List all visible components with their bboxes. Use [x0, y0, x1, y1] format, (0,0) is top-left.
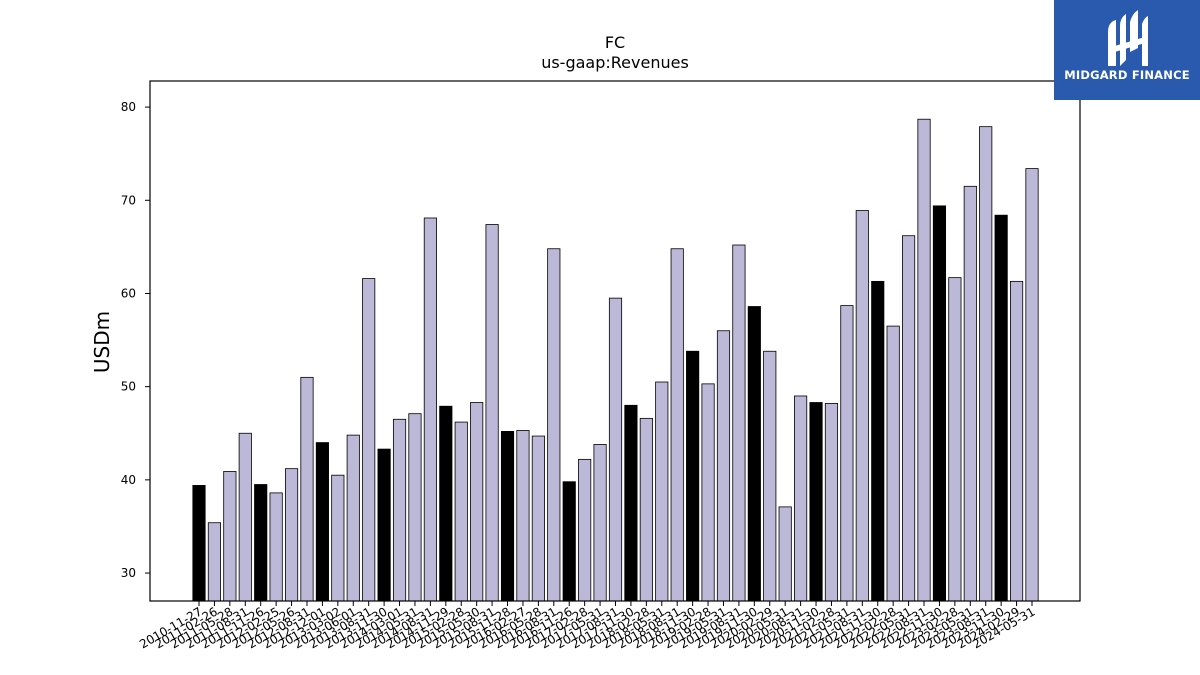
- bar-2014-11-29: [439, 405, 453, 602]
- bar-2018-05-31: [655, 381, 669, 602]
- bar-2021-11-30: [871, 280, 885, 602]
- bar-2016-11-26: [562, 481, 576, 602]
- bar-2019-08-31: [732, 244, 746, 602]
- chart-title: FC: [605, 33, 625, 52]
- y-axis-label: USDm: [90, 311, 114, 373]
- bar-2017-11-30: [624, 404, 638, 602]
- bar-2011-11-26: [254, 484, 268, 602]
- bar-2022-08-31: [917, 118, 931, 602]
- bar-2010-11-27: [192, 485, 206, 602]
- bar-2021-02-28: [824, 403, 839, 602]
- bar-2015-11-28: [500, 430, 515, 602]
- bar-2023-02-28: [948, 277, 962, 602]
- bar-2014-05-31: [408, 413, 422, 602]
- bar-2011-02-26: [207, 522, 221, 602]
- y-tick-label: 40: [121, 473, 136, 487]
- bar-2023-11-30: [994, 214, 1008, 602]
- bar-2024-05-31: [1025, 168, 1039, 602]
- bar-2020-08-31: [794, 395, 808, 602]
- bar-2021-08-31: [855, 210, 869, 602]
- midgard-logo-icon: [1108, 10, 1148, 66]
- bar-2014-08-31: [423, 217, 437, 602]
- bar-series: [192, 118, 1039, 602]
- bar-2012-12-01: [315, 442, 329, 602]
- bar-2022-05-31: [902, 235, 916, 602]
- bar-2015-02-28: [454, 421, 468, 602]
- bar-2013-06-01: [346, 434, 360, 602]
- bar-2012-02-25: [269, 492, 283, 602]
- bar-2017-05-31: [593, 444, 607, 602]
- bar-2020-02-29: [763, 350, 777, 602]
- bar-2016-05-28: [531, 435, 545, 602]
- bar-2023-08-31: [979, 126, 993, 602]
- bar-2018-08-31: [670, 248, 684, 602]
- bar-2014-03-01: [392, 418, 407, 602]
- bar-2020-11-30: [809, 402, 823, 602]
- y-tick-label: 80: [121, 100, 136, 114]
- bar-2019-02-28: [701, 383, 715, 602]
- bar-2013-08-31: [362, 278, 376, 602]
- bar-2011-08-31: [238, 432, 252, 602]
- logo: MIDGARD FINANCE: [1054, 0, 1200, 100]
- bar-2016-02-27: [516, 430, 530, 602]
- y-tick-label: 30: [121, 566, 136, 580]
- bar-2019-11-30: [747, 306, 761, 602]
- bar-2017-02-28: [578, 458, 592, 602]
- bar-2018-02-28: [639, 417, 653, 602]
- bar-2023-05-31: [963, 185, 977, 602]
- bar-2020-05-31: [778, 506, 792, 602]
- y-tick-label: 50: [121, 380, 136, 394]
- bar-2017-08-31: [608, 297, 623, 602]
- logo-text: MIDGARD FINANCE: [1064, 68, 1190, 82]
- bar-2021-05-31: [840, 305, 854, 602]
- bar-2012-08-31: [300, 376, 314, 602]
- bar-2022-02-28: [886, 325, 900, 602]
- x-axis: 2010-11-272011-02-262011-05-282011-08-31…: [137, 601, 1038, 651]
- bar-2012-05-26: [284, 468, 299, 602]
- plot-frame: [149, 80, 1081, 602]
- bar-2016-08-31: [547, 248, 561, 602]
- bar-2011-05-28: [223, 471, 237, 602]
- bar-2015-05-30: [470, 402, 484, 602]
- bar-2024-02-29: [1010, 280, 1024, 602]
- bar-2022-11-30: [932, 205, 947, 602]
- bar-2015-08-31: [485, 224, 499, 602]
- chart-subtitle: us-gaap:Revenues: [541, 53, 689, 72]
- bar-2019-05-31: [716, 330, 731, 602]
- bar-2013-11-30: [377, 448, 391, 602]
- y-tick-label: 60: [121, 286, 136, 300]
- bar-2013-03-02: [331, 474, 345, 602]
- y-tick-label: 70: [121, 193, 136, 207]
- y-axis: 30 40 50 60 70 80: [121, 100, 150, 580]
- bar-2018-11-30: [686, 350, 700, 602]
